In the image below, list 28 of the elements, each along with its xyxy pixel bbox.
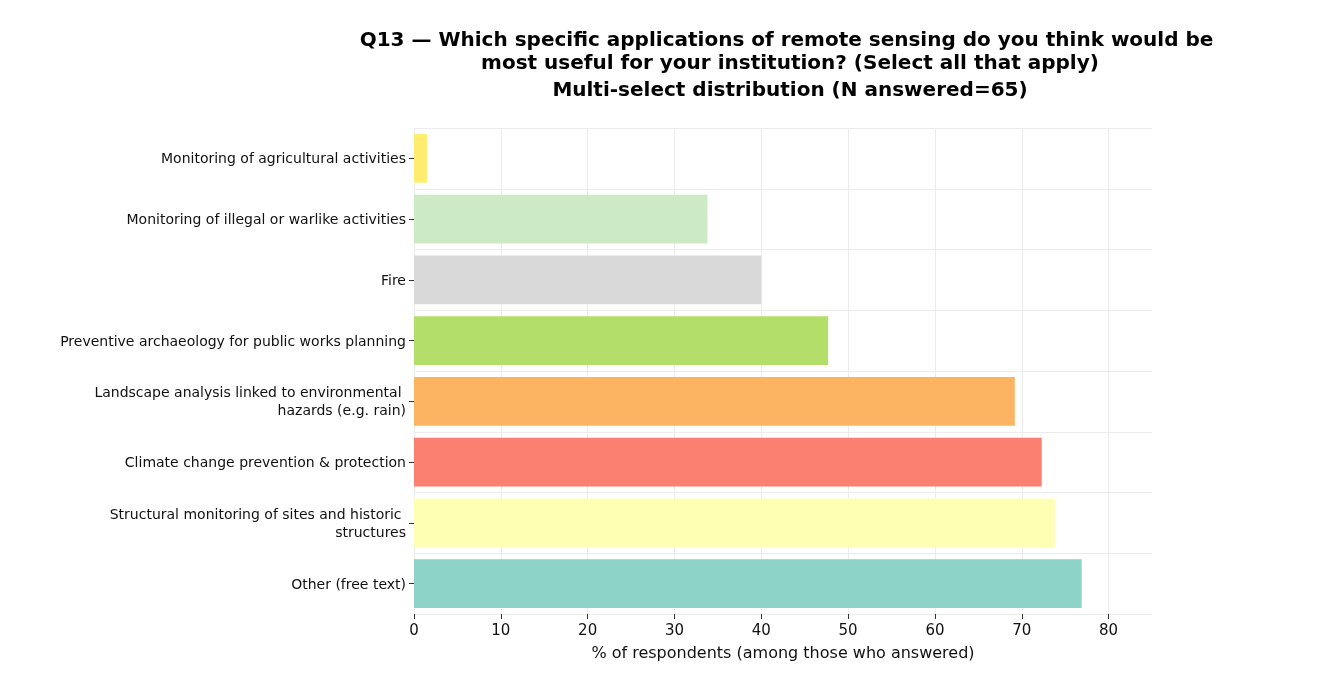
y-tick-label: Structural monitoring of sites and historic structures: [109, 505, 406, 540]
x-tick-label: 40: [751, 620, 771, 639]
y-tick-label: Fire: [381, 271, 406, 288]
x-tick-label: 60: [925, 620, 945, 639]
bar: [414, 377, 1015, 426]
x-tick-label: 30: [664, 620, 685, 639]
bar: [414, 316, 829, 365]
y-tick-label: Climate change prevention & protection: [124, 454, 406, 471]
bar: [414, 437, 1042, 487]
chart-subtitle: Multi-select distribution (N answered=65): [552, 76, 1028, 101]
x-tick-label: 0: [409, 620, 419, 639]
bar: [414, 255, 762, 305]
chart-title: Q13 — Which specific applications of remote sensing do you think would be most useful for your institution? (Select all that apply): [359, 26, 1221, 74]
bar: [414, 559, 1082, 608]
y-tick-label: Other (free text): [291, 575, 406, 592]
y-tick-label: Monitoring of illegal or warlike activities: [126, 211, 406, 228]
x-tick-label: 70: [1012, 620, 1032, 639]
x-tick-label: 50: [838, 620, 858, 639]
bar: [414, 498, 1055, 548]
x-tick-label: 10: [491, 620, 511, 639]
y-tick-label: Landscape analysis linked to environmental hazards (e.g. rain): [94, 384, 406, 419]
x-axis-title: % of respondents (among those who answered): [591, 642, 975, 662]
x-tick-label: 80: [1099, 620, 1119, 639]
y-tick-label: Preventive archaeology for public works planning: [60, 332, 406, 349]
bar: [414, 134, 428, 183]
x-tick-label: 20: [578, 620, 598, 639]
bar: [414, 194, 708, 244]
y-tick-label: Monitoring of agricultural activities: [161, 150, 406, 167]
